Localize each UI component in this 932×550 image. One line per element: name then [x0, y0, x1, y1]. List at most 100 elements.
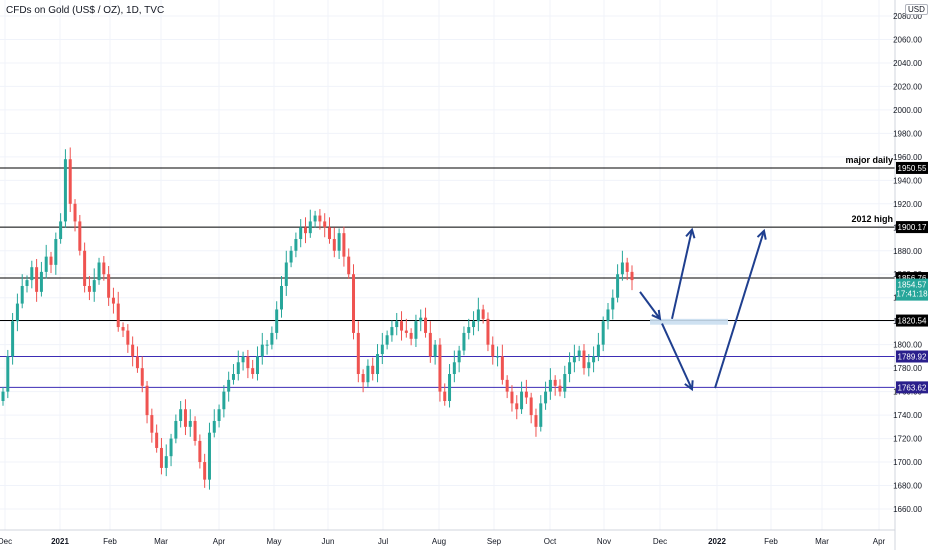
- candle-body: [246, 356, 250, 369]
- candle-body: [260, 344, 264, 357]
- horizontal-levels[interactable]: [0, 167, 895, 388]
- candle-body: [390, 327, 394, 336]
- candle-body: [539, 403, 543, 427]
- x-tick-label: 2021: [51, 537, 69, 546]
- candle-body: [35, 267, 39, 292]
- candle-body: [308, 221, 312, 234]
- candle-body: [169, 438, 173, 457]
- candle-body: [553, 379, 557, 386]
- candle-body: [376, 354, 380, 375]
- x-tick-label: Feb: [103, 537, 117, 546]
- last-price-countdown: 17:41:18: [896, 290, 928, 299]
- projection-arrowhead: [684, 380, 694, 392]
- candle-body: [174, 420, 178, 439]
- y-tick-label: 1700.00: [893, 458, 922, 467]
- level-label: 1950.55: [898, 164, 927, 173]
- grid-lines: [0, 0, 895, 530]
- candle-body: [39, 271, 43, 292]
- candle-body: [265, 344, 269, 346]
- candle-body: [457, 350, 461, 363]
- y-tick-label: 1800.00: [893, 341, 922, 350]
- candle-body: [342, 233, 346, 257]
- y-tick-label: 1980.00: [893, 129, 922, 138]
- candle-body: [59, 221, 63, 240]
- candle-body: [251, 368, 255, 375]
- candle-body: [486, 318, 490, 345]
- candle-body: [500, 356, 504, 380]
- candle-body: [347, 256, 351, 275]
- y-tick-label: 1880.00: [893, 247, 922, 256]
- level-label-bg: [896, 381, 928, 394]
- candle-body: [596, 344, 600, 357]
- time-axis[interactable]: Dec 2021 Feb Mar Apr May Jun Jul Aug Sep Oct Nov Dec…: [0, 537, 886, 546]
- candle-body: [462, 332, 466, 351]
- level-label-bg: [896, 161, 928, 174]
- x-tick-label: Nov: [597, 537, 611, 546]
- candle-body: [236, 362, 240, 375]
- candle-body: [6, 356, 10, 392]
- candle-body: [54, 239, 58, 265]
- candle-body: [126, 330, 130, 345]
- candle-body: [73, 203, 77, 222]
- candle-body: [395, 321, 399, 328]
- x-tick-label: 2022: [708, 537, 726, 546]
- x-tick-label: Jun: [322, 537, 335, 546]
- candle-body: [510, 391, 514, 404]
- candle-body: [520, 391, 524, 410]
- candle-body: [87, 285, 91, 292]
- candle-body: [179, 409, 183, 421]
- candle-body: [92, 280, 96, 292]
- candle-body: [1, 391, 5, 402]
- x-tick-label: Mar: [154, 537, 168, 546]
- candle-body: [472, 321, 476, 328]
- candle-body: [400, 321, 404, 331]
- candle-body: [203, 462, 207, 480]
- y-tick-label: 1940.00: [893, 176, 922, 185]
- projection-arrow: [639, 291, 661, 320]
- candle-body: [198, 440, 202, 463]
- candles: [1, 147, 634, 490]
- candle-body: [476, 309, 480, 322]
- candle-body: [78, 221, 82, 251]
- candle-body: [337, 233, 341, 251]
- y-tick-label: 1680.00: [893, 482, 922, 491]
- candle-body: [63, 159, 67, 222]
- candle-body: [582, 350, 586, 369]
- candle-body: [68, 159, 72, 204]
- level-note: major daily: [845, 155, 893, 165]
- candle-body: [419, 317, 423, 322]
- y-tick-label: 1920.00: [893, 200, 922, 209]
- projection-arrows: [639, 227, 767, 392]
- candle-body: [361, 374, 365, 383]
- candle-body: [111, 297, 115, 304]
- candle-body: [11, 321, 15, 357]
- level-label: 1856.76: [898, 274, 927, 283]
- price-axis[interactable]: 1660.001680.001700.001720.001740.001760.…: [893, 12, 922, 514]
- currency-badge[interactable]: USD: [905, 4, 928, 15]
- candle-body: [20, 285, 24, 304]
- candle-body: [529, 397, 533, 416]
- y-tick-label: 1960.00: [893, 153, 922, 162]
- candle-body: [140, 368, 144, 386]
- candle-body: [577, 350, 581, 357]
- candle-body: [534, 415, 538, 427]
- x-tick-label: Jul: [378, 537, 388, 546]
- candle-body: [505, 379, 509, 392]
- candle-body: [318, 215, 322, 222]
- y-tick-label: 2000.00: [893, 106, 922, 115]
- candle-body: [587, 362, 591, 369]
- candle-body: [49, 256, 53, 265]
- candle-body: [188, 420, 192, 427]
- last-price-label: 1854.57: [898, 281, 927, 290]
- chart-title: CFDs on Gold (US$ / OZ), 1D, TVC: [6, 5, 165, 16]
- candle-body: [299, 227, 303, 240]
- candle-body: [452, 362, 456, 375]
- candle-body: [279, 285, 283, 310]
- last-price-bg: [896, 278, 928, 301]
- candle-body: [323, 221, 327, 228]
- y-tick-label: 1780.00: [893, 364, 922, 373]
- candle-body: [207, 432, 211, 480]
- candle-body: [385, 335, 389, 345]
- level-label: 1900.17: [898, 223, 927, 232]
